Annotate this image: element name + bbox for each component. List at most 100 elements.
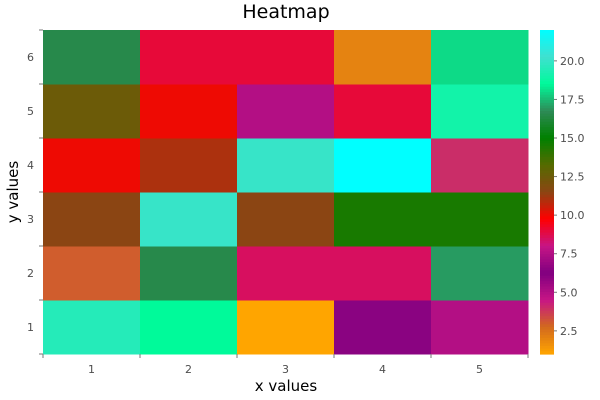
heatmap-cell	[334, 300, 432, 355]
colorbar-segment	[540, 227, 554, 231]
colorbar-segment	[540, 100, 554, 104]
heatmap-cell	[334, 192, 432, 247]
heatmap-cell	[140, 138, 238, 193]
colorbar-segment	[540, 113, 554, 117]
colorbar-segment	[540, 183, 554, 188]
colorbar-tick-label: 7.5	[560, 248, 578, 261]
colorbar-segment	[540, 235, 554, 239]
colorbar-segment	[540, 97, 554, 101]
colorbar-segment	[540, 246, 554, 250]
colorbar-segment	[540, 221, 554, 225]
colorbar-segment	[540, 197, 554, 201]
colorbar-segment	[540, 84, 554, 88]
colorbar-segment	[540, 51, 554, 55]
heatmap-cell	[43, 192, 141, 247]
colorbar-segment	[540, 140, 554, 144]
colorbar-segment	[540, 121, 554, 126]
colorbar-segment	[540, 348, 554, 352]
colorbar-segment	[540, 270, 554, 274]
heatmap-cell	[140, 30, 238, 85]
colorbar-segment	[540, 146, 554, 150]
y-axis-label: y values	[4, 161, 22, 224]
colorbar-segment	[540, 162, 554, 166]
colorbar-segment	[540, 46, 554, 50]
colorbar-segment	[540, 332, 554, 336]
colorbar-segment	[540, 251, 554, 255]
heatmap-cell	[237, 30, 335, 85]
colorbar-segment	[540, 116, 554, 120]
colorbar-segment	[540, 286, 554, 290]
colorbar-segment	[540, 73, 554, 77]
x-tick-label: 4	[379, 363, 386, 376]
colorbar-segment	[540, 278, 554, 282]
colorbar-segment	[540, 129, 554, 134]
colorbar-segment	[540, 124, 554, 128]
colorbar-segment	[540, 256, 554, 261]
colorbar-segment	[540, 194, 554, 198]
colorbar-segment	[540, 143, 554, 147]
colorbar-segment	[540, 167, 554, 171]
colorbar-segment	[540, 264, 554, 269]
colorbar-segment	[540, 313, 554, 317]
colorbar-segment	[540, 329, 554, 333]
heatmap-cells	[43, 30, 529, 355]
colorbar-segment	[540, 59, 554, 63]
heatmap-cell	[43, 246, 141, 301]
heatmap-cell	[140, 300, 238, 355]
colorbar-segment	[540, 105, 554, 109]
colorbar-tick-label: 15.0	[560, 132, 585, 145]
colorbar-segment	[540, 297, 554, 301]
heatmap-cell	[334, 30, 432, 85]
colorbar-segment	[540, 202, 554, 207]
heatmap-cell	[431, 84, 529, 139]
colorbar-segment	[540, 267, 554, 271]
colorbar-segment	[540, 294, 554, 298]
colorbar-segment	[540, 43, 554, 47]
colorbar-segment	[540, 32, 554, 36]
colorbar-segment	[540, 205, 554, 209]
y-tick-label: 6	[27, 51, 34, 64]
colorbar-segment	[540, 248, 554, 252]
heatmap-cell	[431, 138, 529, 193]
colorbar-segment	[540, 219, 554, 223]
heatmap-cell	[431, 192, 529, 247]
y-tick-label: 5	[27, 105, 34, 118]
colorbar-segment	[540, 327, 554, 331]
colorbar-segment	[540, 340, 554, 344]
colorbar-segment	[540, 148, 554, 153]
colorbar-segment	[540, 308, 554, 312]
colorbar-segment	[540, 175, 554, 180]
colorbar-segment	[540, 54, 554, 58]
colorbar-segment	[540, 232, 554, 236]
colorbar-segment	[540, 345, 554, 350]
colorbar-segment	[540, 283, 554, 288]
x-tick-label: 1	[88, 363, 95, 376]
heatmap-cell	[43, 30, 141, 85]
colorbar-segment	[540, 237, 554, 242]
colorbar-segment	[540, 89, 554, 93]
colorbar-segment	[540, 81, 554, 85]
y-tick-label: 4	[27, 159, 34, 172]
colorbar-segment	[540, 186, 554, 190]
colorbar-segment	[540, 305, 554, 309]
heatmap-cell	[237, 246, 335, 301]
colorbar-segment	[540, 108, 554, 112]
colorbar-segment	[540, 170, 554, 174]
heatmap-cell	[43, 84, 141, 139]
heatmap-cell	[237, 300, 335, 355]
colorbar-segment	[540, 65, 554, 69]
colorbar-segment	[540, 240, 554, 244]
colorbar-segment	[540, 138, 554, 142]
colorbar-segment	[540, 210, 554, 215]
colorbar-segment	[540, 30, 554, 34]
heatmap-cell	[334, 246, 432, 301]
colorbar-segment	[540, 318, 554, 323]
colorbar-segment	[540, 119, 554, 123]
heatmap-cell	[431, 246, 529, 301]
chart-title: Heatmap	[242, 1, 329, 23]
x-tick-label: 2	[185, 363, 192, 376]
colorbar-segment	[540, 208, 554, 212]
colorbar-segment	[540, 181, 554, 185]
colorbar-ticks: 2.5 5.0 7.5 10.0 12.5 15.0 17.5 20.0	[554, 55, 585, 338]
